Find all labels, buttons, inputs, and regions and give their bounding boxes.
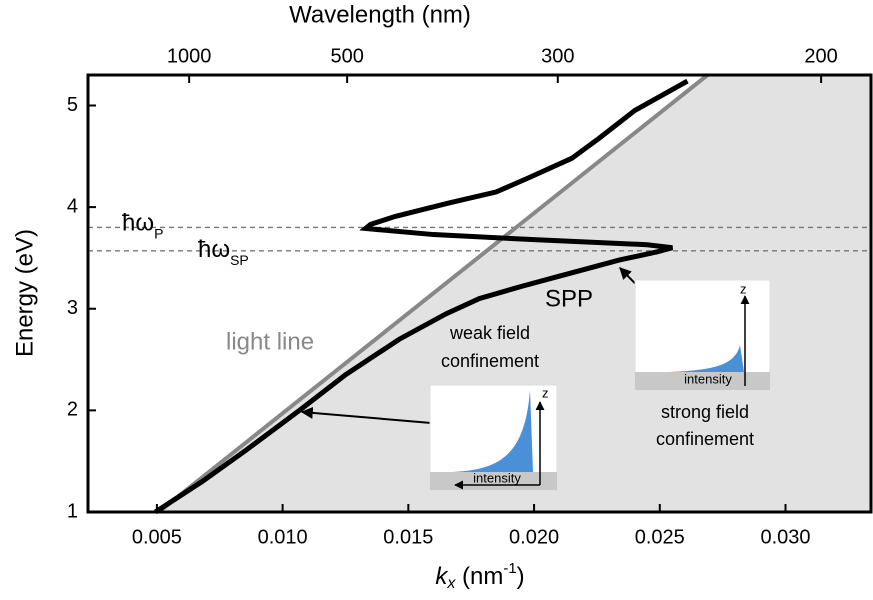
- y-axis-title: Energy (eV): [11, 229, 38, 357]
- x-axis-title: kx (nm-1): [435, 560, 524, 592]
- inset-label: intensity: [473, 470, 521, 485]
- plot-frame: [86, 73, 873, 514]
- inset: intensity z: [429, 384, 558, 491]
- inset-label: z: [740, 281, 747, 296]
- y-tick-label: 3: [67, 297, 78, 319]
- x2-axis-title: Wavelength (nm): [289, 1, 471, 28]
- series-label: SPP: [545, 285, 593, 312]
- y-tick-label: 2: [67, 399, 78, 421]
- x-tick-label: 0.010: [258, 526, 308, 548]
- inset-label: intensity: [684, 371, 732, 386]
- series-line: [154, 78, 689, 515]
- reference-label: ħωSP: [198, 236, 249, 267]
- y-tick-label: 4: [67, 195, 78, 217]
- x-tick-label: 0.025: [635, 526, 685, 548]
- x-tick-label: 0.020: [509, 526, 559, 548]
- x-tick-label: 0.005: [132, 526, 182, 548]
- reference-label: ħωP: [122, 210, 163, 241]
- series-line: [157, 73, 709, 514]
- x2-tick-label: 500: [330, 45, 363, 67]
- reference-subscript: P: [154, 225, 163, 241]
- y-tick-label: 1: [67, 500, 78, 522]
- x2-tick-label: 200: [804, 45, 837, 67]
- annotation: confinement: [441, 351, 539, 371]
- inset: intensity z: [634, 279, 771, 391]
- reference-symbol: ħω: [198, 236, 230, 263]
- annotation: confinement: [656, 429, 754, 449]
- plot: 1 2 3 4 5 0.005 0.010 0.015 0.020 0.025 0.030 1000 5…: [67, 45, 873, 548]
- reference-symbol: ħω: [122, 210, 154, 237]
- inset-label: z: [542, 385, 549, 400]
- y-tick-label: 5: [67, 94, 78, 116]
- annotation: strong field: [661, 402, 749, 422]
- x2-tick-label: 1000: [167, 45, 212, 67]
- light-cone-area: [158, 75, 871, 512]
- x2-tick-label: 300: [541, 45, 574, 67]
- x-tick-label: 0.015: [383, 526, 433, 548]
- reference-subscript: SP: [230, 252, 249, 268]
- series-label: light line: [226, 328, 314, 355]
- annotation: weak field: [449, 323, 530, 343]
- x-tick-label: 0.030: [760, 526, 810, 548]
